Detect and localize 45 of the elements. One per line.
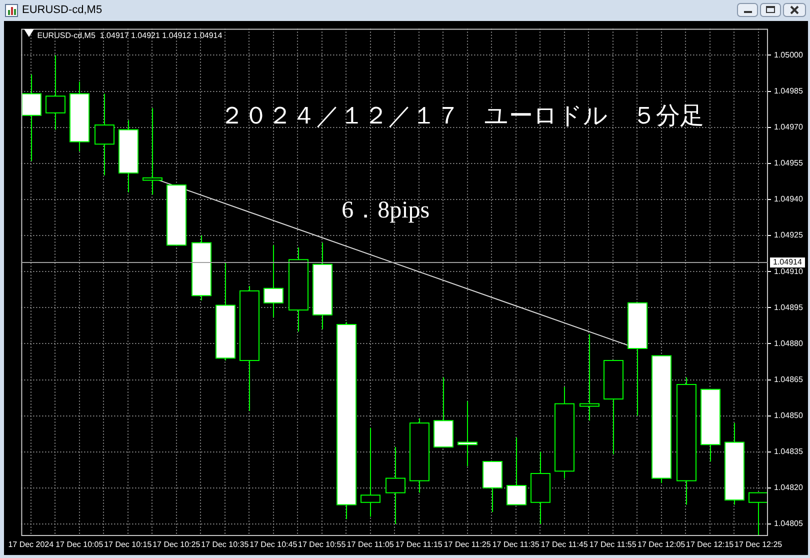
text: EURUSD-cd,M5: [22, 4, 102, 16]
y-tick-label: 1.04925: [774, 230, 804, 240]
x-tick-label: 17 Dec 11:15: [395, 540, 443, 550]
y-tick-label: 1.04985: [774, 86, 804, 96]
x-tick-label: 17 Dec 10:25: [152, 540, 201, 550]
candlestick: [386, 446, 406, 524]
candlestick: [360, 427, 380, 518]
y-tick-label: 1.04955: [774, 158, 804, 168]
y-tick-label: 1.04835: [774, 447, 804, 456]
x-tick-label: 17 Dec 10:45: [250, 540, 298, 550]
y-tick-label: 1.05000: [774, 50, 804, 60]
y-tick-label: 1.04910: [774, 266, 804, 276]
y-tick-label: 1.04970: [774, 122, 804, 132]
annotation: 6．8pips: [342, 198, 430, 224]
x-tick-label: 17 Dec 11:05: [346, 540, 394, 550]
y-tick-label: 1.04820: [774, 483, 804, 492]
y-tick-label: 1.04805: [774, 519, 804, 528]
y-tick-label: 1.04850: [774, 411, 804, 420]
x-tick-label: 17 Dec 11:55: [589, 540, 637, 550]
x-tick-label: 17 Dec 10:55: [298, 540, 346, 550]
x-tick-label: 17 Dec 11:35: [492, 540, 540, 550]
candlestick: [94, 93, 114, 176]
ref-line-label: 1.04914: [773, 258, 802, 267]
text: ２０２４／１２／１７ ユーロドル ５分足: [220, 103, 704, 130]
candlestick: [506, 436, 526, 506]
y-tick-label: 1.04880: [774, 338, 804, 348]
candlestick: [22, 74, 42, 162]
candlestick: [142, 108, 162, 196]
y-tick-label: 1.04865: [774, 374, 804, 384]
candlestick: [458, 400, 478, 467]
candlestick: [580, 334, 600, 422]
candlestick: [46, 54, 66, 130]
x-tick-label: 17 Dec 12:15: [686, 540, 734, 550]
x-tick-label: 17 Dec 12:25: [734, 540, 783, 550]
x-tick-label: 17 Dec 11:25: [444, 540, 492, 550]
x-tick-label: 17 Dec 11:45: [540, 540, 588, 550]
x-tick-label: 17 Dec 10:05: [56, 540, 104, 550]
x-tick-label: 17 Dec 10:15: [104, 540, 152, 550]
y-tick-label: 1.04940: [774, 194, 804, 204]
x-tick-label: 17 Dec 2024: [8, 540, 54, 550]
candlestick: [264, 244, 284, 318]
x-tick-label: 17 Dec 12:05: [638, 540, 686, 550]
x-tick-label: 17 Dec 10:35: [201, 540, 250, 550]
y-tick-label: 1.04895: [774, 302, 804, 312]
chart-subtitle: EURUSD-cd,M5 1.04917 1.04921 1.04912 1.04914: [37, 31, 223, 40]
